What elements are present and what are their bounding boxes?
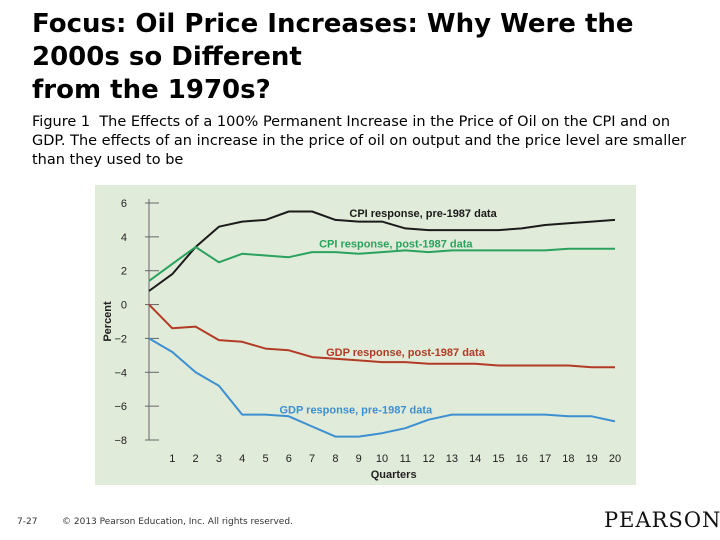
y-tick-label: −6: [114, 401, 127, 413]
series-line-1: [148, 246, 615, 282]
y-tick-label: 0: [121, 300, 127, 312]
x-tick-label: 15: [492, 453, 504, 465]
y-axis-title: Percent: [102, 301, 114, 342]
x-tick-label: 14: [469, 453, 481, 465]
y-tick-label: 6: [121, 198, 127, 210]
x-tick-label: 18: [562, 453, 574, 465]
x-tick-label: 7: [309, 453, 315, 465]
figure-caption-text: The Effects of a 100% Permanent Increase…: [32, 114, 687, 168]
slide-title-line-3: from the 1970s?: [32, 75, 271, 105]
y-tick-label: 2: [121, 266, 127, 278]
x-tick-label: 13: [446, 453, 458, 465]
slide-title-line-2: 2000s so Different: [32, 42, 302, 72]
chart-panel: 6 4 2 0 −2 −4 −6 −8 1 2 3 4 5 6 7 8 9 10 11 12 13 14 15 16 17 18 1…: [95, 185, 636, 485]
x-tick-label: 17: [539, 453, 551, 465]
slide-number: 7-27: [17, 517, 38, 527]
figure-caption-label: Figure 1: [32, 114, 91, 130]
x-tick-label: 4: [239, 453, 245, 465]
y-tick-label: −4: [114, 367, 127, 379]
y-tick-label: −2: [114, 333, 127, 345]
series-label-3: GDP response, pre-1987 data: [279, 405, 433, 417]
pearson-logo: PEARSON: [604, 508, 720, 532]
series-label-2: GDP response, post-1987 data: [326, 347, 486, 359]
x-axis-title: Quarters: [371, 469, 417, 481]
series-line-2: [148, 303, 615, 369]
series-label-1: CPI response, post-1987 data: [319, 239, 473, 251]
x-tick-label: 19: [586, 453, 598, 465]
x-tick-label: 2: [193, 453, 199, 465]
x-tick-label: 20: [609, 453, 621, 465]
slide-title: Focus: Oil Price Increases: Why Were the…: [32, 8, 712, 107]
x-tick-label: 8: [332, 453, 338, 465]
y-tick-label: −8: [114, 435, 127, 447]
x-tick-label: 10: [376, 453, 388, 465]
series-label-0: CPI response, pre-1987 data: [349, 208, 497, 220]
copyright-notice: © 2013 Pearson Education, Inc. All right…: [62, 517, 293, 527]
x-tick-label: 3: [216, 453, 222, 465]
x-tick-label: 6: [286, 453, 292, 465]
series-line-3: [148, 337, 616, 438]
y-tick-label: 4: [121, 232, 127, 244]
series-line-0: [148, 210, 616, 292]
x-tick-label: 9: [356, 453, 362, 465]
x-tick-label: 16: [516, 453, 528, 465]
x-tick-label: 5: [262, 453, 268, 465]
x-tick-label: 12: [422, 453, 434, 465]
figure-caption: Figure 1 The Effects of a 100% Permanent…: [32, 113, 692, 170]
x-tick-label: 1: [169, 453, 175, 465]
slide-title-line-1: Focus: Oil Price Increases: Why Were the: [32, 9, 634, 39]
x-tick-label: 11: [400, 453, 411, 465]
